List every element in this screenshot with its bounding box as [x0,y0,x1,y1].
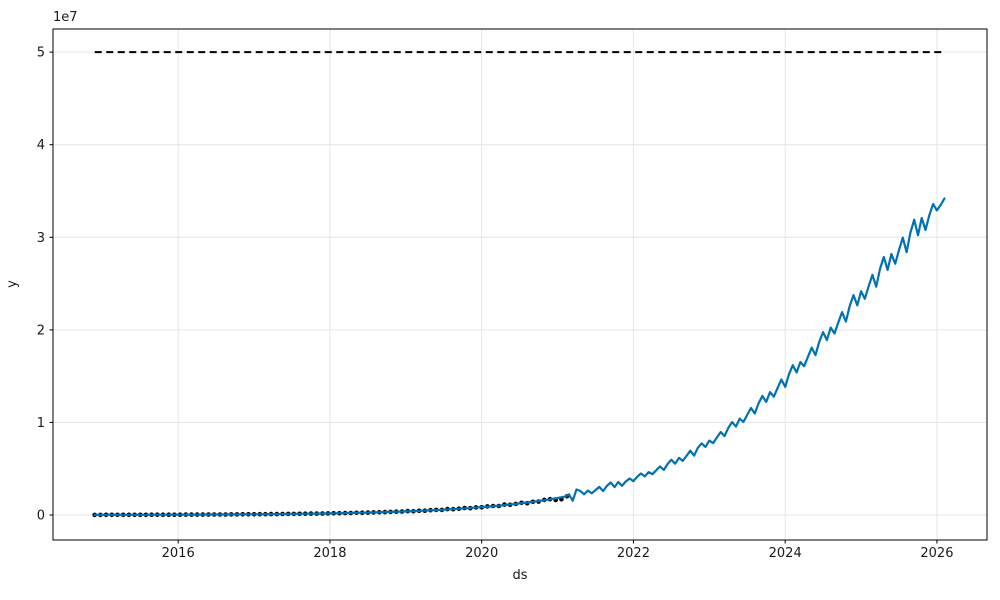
y-axis-label: y [5,280,20,288]
x-tick-label: 2026 [920,546,953,561]
y-tick-label: 2 [37,323,45,338]
y-tick-label: 1 [37,416,45,431]
forecast-line [93,197,946,516]
x-tick-label: 2022 [617,546,650,561]
x-tick-label: 2016 [162,546,195,561]
y-tick-label: 3 [37,231,45,246]
y-axis-offset-label: 1e7 [53,10,78,25]
x-tick-label: 2024 [769,546,802,561]
y-tick-label: 4 [37,138,45,153]
x-tick-label: 2018 [313,546,346,561]
y-tick-label: 0 [37,509,45,524]
x-axis-label: ds [512,568,527,583]
x-tick-label: 2020 [465,546,498,561]
y-tick-label: 5 [37,46,45,61]
plot-border [52,28,988,541]
